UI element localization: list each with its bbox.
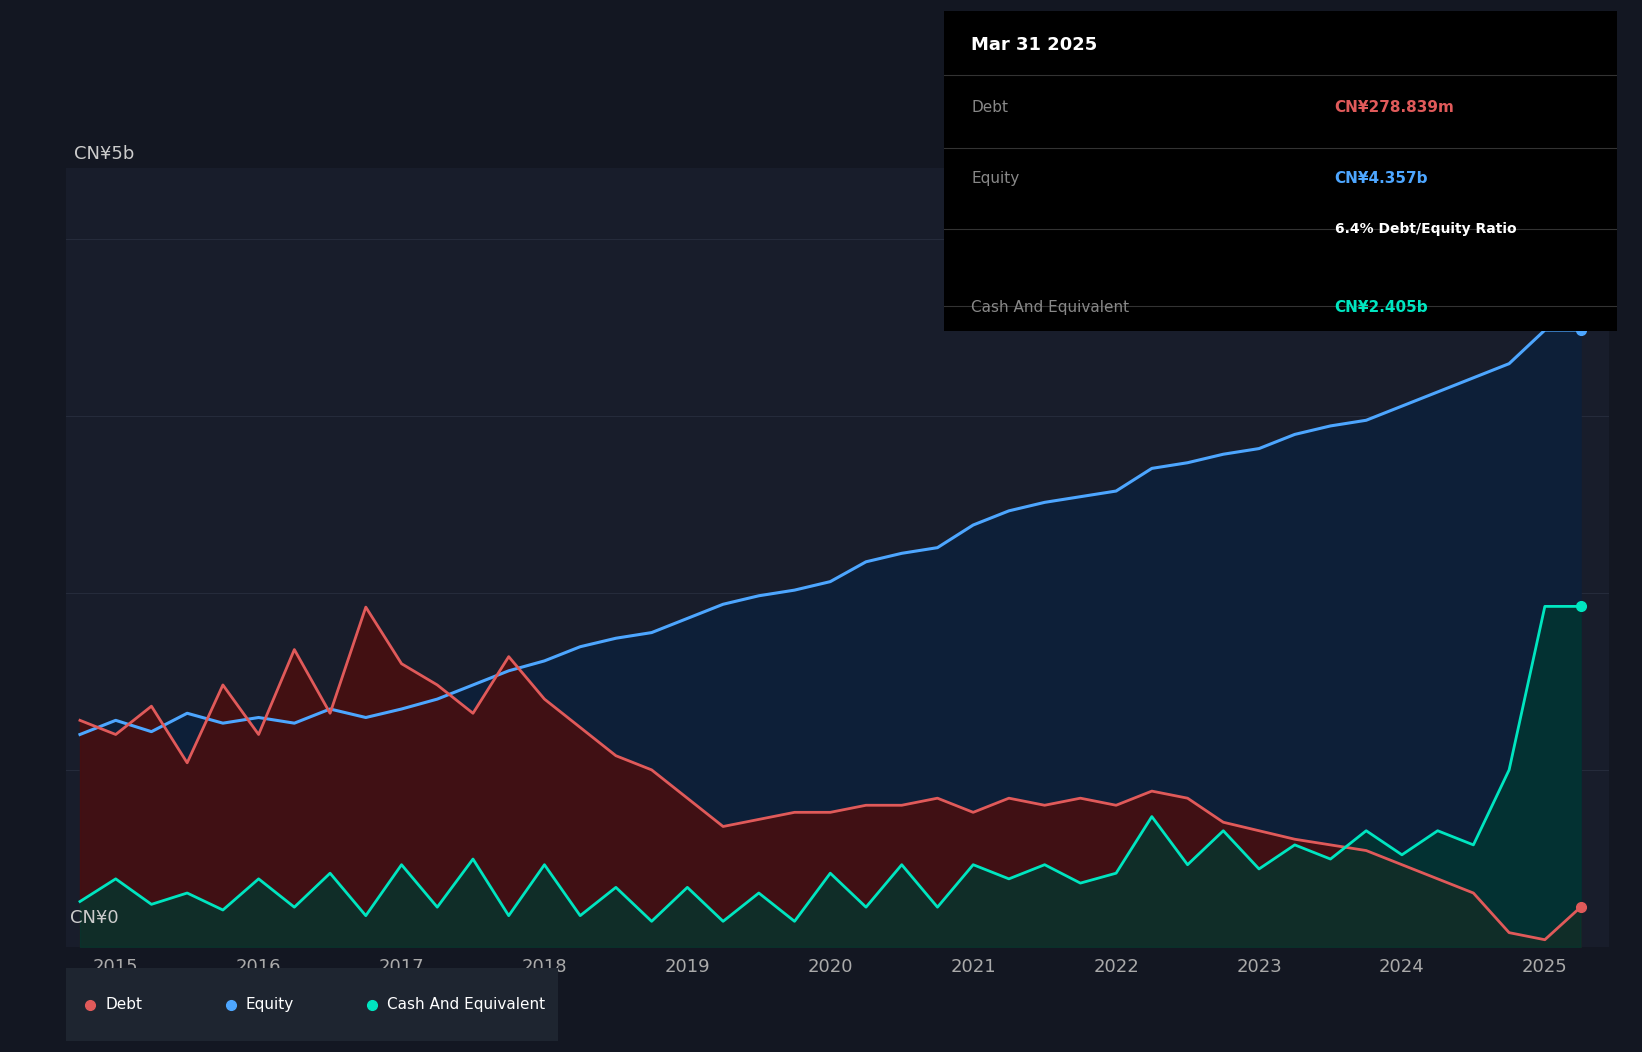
- Text: Equity: Equity: [970, 171, 1020, 186]
- Text: Debt: Debt: [970, 100, 1008, 116]
- Text: CN¥278.839m: CN¥278.839m: [1335, 100, 1455, 116]
- Text: Cash And Equivalent: Cash And Equivalent: [386, 997, 545, 1012]
- Text: CN¥4.357b: CN¥4.357b: [1335, 171, 1429, 186]
- Text: Equity: Equity: [246, 997, 294, 1012]
- Text: CN¥0: CN¥0: [71, 909, 118, 928]
- Text: 6.4% Debt/Equity Ratio: 6.4% Debt/Equity Ratio: [1335, 222, 1516, 237]
- Text: CN¥2.405b: CN¥2.405b: [1335, 300, 1429, 316]
- Text: CN¥5b: CN¥5b: [74, 145, 135, 163]
- Text: Cash And Equivalent: Cash And Equivalent: [970, 300, 1130, 316]
- Text: Mar 31 2025: Mar 31 2025: [970, 36, 1097, 55]
- Text: Debt: Debt: [105, 997, 143, 1012]
